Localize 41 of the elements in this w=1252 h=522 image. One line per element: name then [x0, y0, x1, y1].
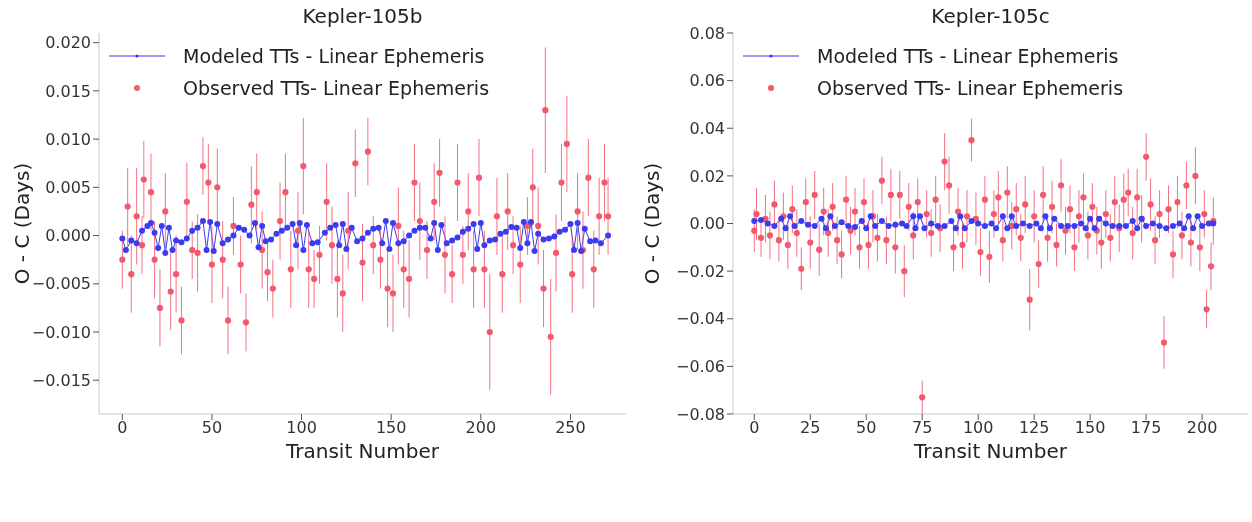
x-tick-label: 175 — [1130, 418, 1162, 438]
y-tick-label: 0.015 — [45, 81, 91, 101]
x-tick-label: 50 — [201, 418, 223, 438]
x-tick-label: 25 — [800, 418, 821, 438]
x-axis-title: Transit Number — [285, 439, 440, 463]
legend-label: Modeled TTs - Linear Ephemeris — [817, 44, 1119, 69]
legend-label: Modeled TTs - Linear Ephemeris — [183, 44, 485, 69]
x-tick-label: 150 — [375, 418, 407, 438]
chart-title: Kepler-105c — [930, 4, 1051, 28]
y-tick-label: 0.04 — [689, 118, 725, 138]
legend-label: Observed TTs- Linear Ephemeris — [183, 76, 490, 101]
x-tick-label: 0 — [749, 418, 760, 438]
y-tick-label: −0.015 — [31, 370, 91, 390]
y-tick-label: 0.06 — [689, 71, 725, 91]
y-tick-label: −0.005 — [31, 274, 91, 294]
y-tick-label: 0.08 — [689, 23, 725, 43]
y-tick-label: −0.08 — [675, 404, 725, 424]
y-tick-label: 0.02 — [689, 166, 725, 186]
legend-label: Observed TTs- Linear Ephemeris — [817, 76, 1124, 101]
x-tick-label: 200 — [1186, 418, 1218, 438]
y-tick-label: 0.005 — [45, 178, 91, 198]
x-tick-label: 0 — [117, 418, 128, 438]
x-tick-label: 125 — [1018, 418, 1050, 438]
x-tick-label: 75 — [912, 418, 933, 438]
x-tick-label: 100 — [962, 418, 994, 438]
x-tick-label: 200 — [465, 418, 497, 438]
x-tick-label: 100 — [286, 418, 317, 438]
y-tick-label: 0.010 — [45, 129, 91, 149]
x-axis-title: Transit Number — [913, 439, 1068, 463]
y-axis-title: O - C (Days) — [640, 162, 665, 285]
y-tick-label: −0.02 — [675, 261, 725, 281]
y-tick-label: −0.04 — [675, 309, 725, 329]
x-tick-label: 150 — [1074, 418, 1106, 438]
y-tick-label: 0.020 — [45, 33, 91, 53]
y-tick-label: 0.00 — [689, 214, 725, 234]
y-tick-label: 0.000 — [45, 226, 91, 246]
y-tick-label: −0.010 — [31, 322, 91, 342]
x-tick-label: 50 — [856, 418, 877, 438]
chart-title: Kepler-105b — [301, 4, 424, 28]
y-tick-label: −0.06 — [675, 357, 725, 377]
x-tick-label: 250 — [555, 418, 586, 438]
